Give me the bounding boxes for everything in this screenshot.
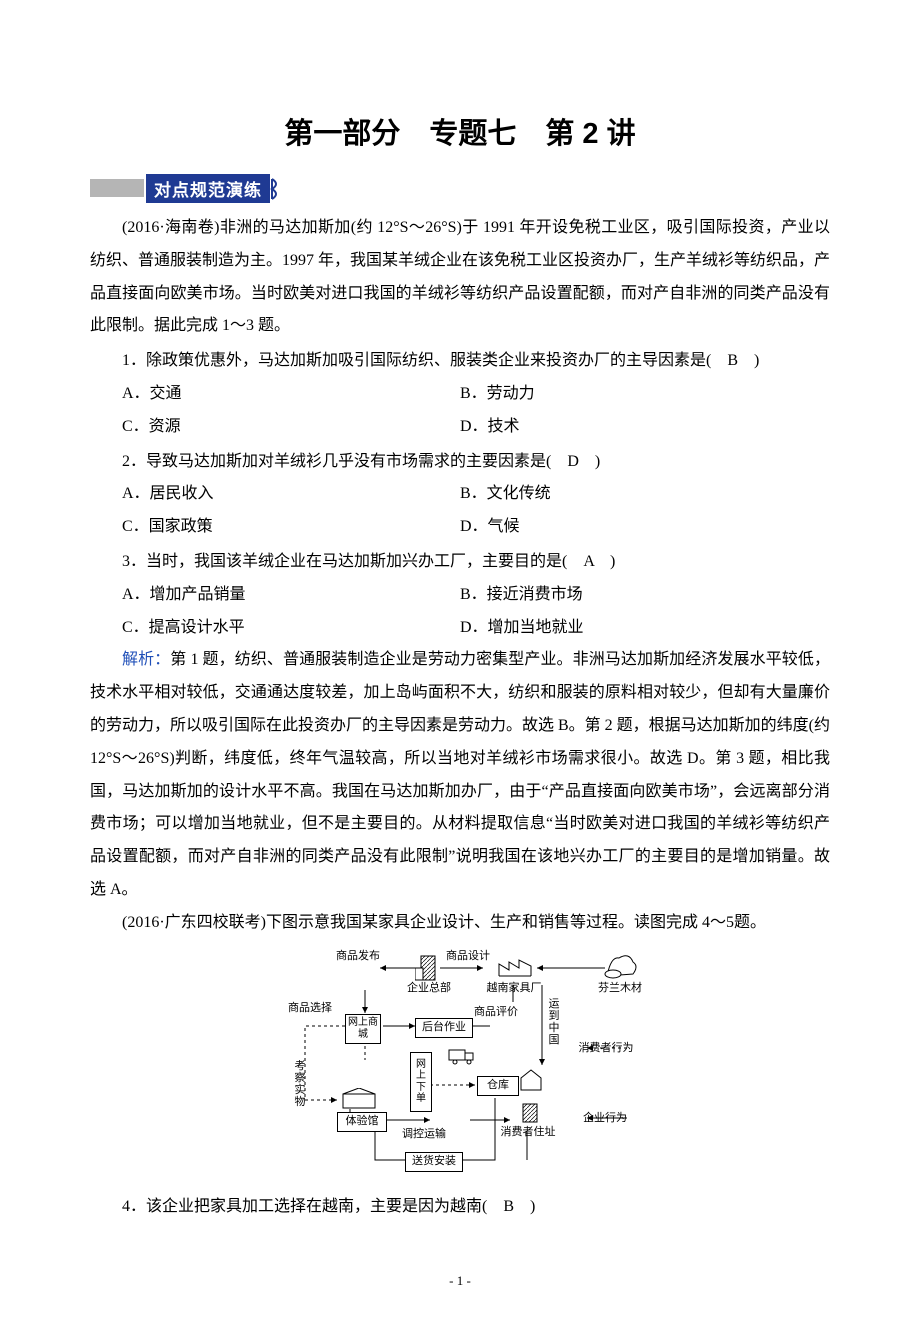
lbl-ship-cn: 运到中国 [547,998,561,1046]
q2-opt-b: B．文化传统 [460,478,830,511]
hall-icon [339,1088,379,1110]
lbl-hq: 企业总部 [403,982,455,994]
box-experience: 体验馆 [337,1112,387,1132]
box-warehouse: 仓库 [477,1076,519,1096]
box-delivery: 送货安装 [405,1152,463,1172]
q4-stem: 4．该企业把家具加工选择在越南，主要是因为越南( B ) [90,1191,830,1224]
q3-stem: 3．当时，我国该羊绒企业在马达加斯加兴办工厂，主要目的是( A ) [90,546,830,579]
lbl-address: 消费者住址 [497,1126,559,1138]
lbl-review: 商品评价 [471,1006,521,1018]
page-footer: - 1 - [90,1273,830,1289]
section-label: 对点规范演练 [146,174,270,203]
q3-opt-c: C．提高设计水平 [90,612,460,645]
q2-stem: 2．导致马达加斯加对羊绒衫几乎没有市场需求的主要因素是( D ) [90,446,830,479]
q2-opt-c: C．国家政策 [90,511,460,544]
q1-opt-d: D．技术 [460,411,830,444]
page-title: 第一部分 专题七 第 2 讲 [90,110,830,152]
section-header: 对点规范演练 [90,174,830,202]
box-backend: 后台作业 [415,1018,473,1038]
warehouse-icon [519,1068,543,1092]
analysis-text: 第 1 题，纺织、普通服装制造企业是劳动力密集型产业。非洲马达加斯加经济发展水平… [90,651,830,898]
question-3: 3．当时，我国该羊绒企业在马达加斯加兴办工厂，主要目的是( A ) A．增加产品… [90,546,830,644]
analysis-1: 解析：第 1 题，纺织、普通服装制造企业是劳动力密集型产业。非洲马达加斯加经济发… [90,644,830,906]
lbl-vietnam: 越南家具厂 [483,982,545,994]
lbl-finland: 芬兰木材 [595,982,645,994]
house-icon [519,1100,541,1124]
q2-opt-a: A．居民收入 [90,478,460,511]
lbl-publish: 商品发布 [333,950,383,962]
q3-opt-d: D．增加当地就业 [460,612,830,645]
q2-opt-d: D．气候 [460,511,830,544]
box-order-online: 网上下单 [410,1052,432,1112]
lbl-design: 商品设计 [443,950,493,962]
truck-icon [447,1046,477,1066]
box-online-mall: 网上商城 [345,1014,381,1044]
question-1: 1．除政策优惠外，马达加斯加吸引国际纺织、服装类企业来投资办厂的主导因素是( B… [90,345,830,443]
bracket-icon [270,178,282,198]
factory-icon [497,956,533,980]
q1-stem: 1．除政策优惠外，马达加斯加吸引国际纺织、服装类企业来投资办厂的主导因素是( B… [90,345,830,378]
lbl-select: 商品选择 [285,1002,335,1014]
q1-opt-a: A．交通 [90,378,460,411]
diagram-container: 商品发布 商品设计 企业总部 越南家具厂 芬兰木材 商品选择 商品评价 运到中国… [90,950,830,1185]
q1-opt-c: C．资源 [90,411,460,444]
hq-icon [415,954,441,982]
lbl-inspect: 考察实物 [293,1060,307,1108]
supply-chain-diagram: 商品发布 商品设计 企业总部 越南家具厂 芬兰木材 商品选择 商品评价 运到中国… [275,950,645,1180]
passage-2: (2016·广东四校联考)下图示意我国某家具企业设计、生产和销售等过程。读图完成… [90,907,830,940]
analysis-label: 解析： [122,651,170,668]
lbl-dispatch: 调控运输 [399,1128,449,1140]
q1-opt-b: B．劳动力 [460,378,830,411]
wood-icon [603,952,639,980]
question-4: 4．该企业把家具加工选择在越南，主要是因为越南( B ) [90,1191,830,1224]
question-2: 2．导致马达加斯加对羊绒衫几乎没有市场需求的主要因素是( D ) A．居民收入 … [90,446,830,544]
q3-opt-b: B．接近消费市场 [460,579,830,612]
lbl-consumer-act: 消费者行为 [575,1042,637,1054]
gray-bar [90,179,144,197]
q3-opt-a: A．增加产品销量 [90,579,460,612]
passage-1: (2016·海南卷)非洲的马达加斯加(约 12°S～26°S)于 1991 年开… [90,212,830,343]
lbl-enterprise-act: 企业行为 [579,1112,631,1124]
